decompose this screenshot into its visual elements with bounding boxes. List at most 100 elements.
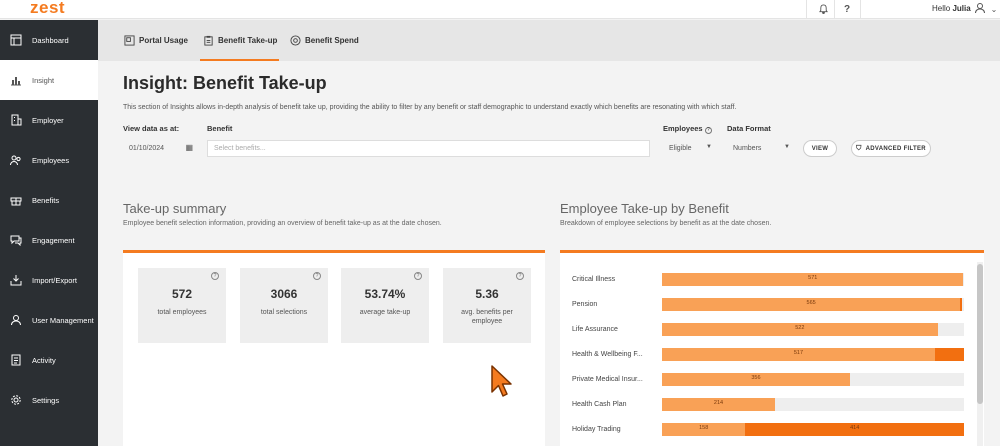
bar-value-label: 522 — [795, 325, 805, 331]
sidebar-item-insight[interactable]: Insight — [0, 60, 98, 100]
sidebar-item-import-export[interactable]: Import/Export — [0, 260, 98, 300]
bar-segment[interactable] — [934, 348, 964, 361]
filter-icon: ⛉ — [856, 144, 862, 152]
sidebar-item-activity[interactable]: Activity — [0, 340, 98, 380]
activity-icon — [10, 354, 22, 366]
bar-value-label: 571 — [808, 275, 818, 281]
people-icon — [10, 154, 22, 166]
sidebar: Dashboard Insight Employer Employees Ben… — [0, 20, 98, 446]
sidebar-item-benefits[interactable]: Benefits — [0, 180, 98, 220]
bar-category-label: Pension — [572, 301, 598, 308]
stat-value: 5.36 — [475, 287, 499, 301]
chat-icon — [10, 234, 22, 246]
date-field[interactable]: 01/10/2024 ▦ — [123, 140, 197, 157]
date-value: 01/10/2024 — [129, 145, 165, 152]
sidebar-item-label: Activity — [32, 355, 56, 365]
bar-segment[interactable]: 517 — [662, 348, 935, 361]
gear-icon — [10, 394, 22, 406]
zest-logo[interactable]: zest — [30, 0, 66, 17]
sidebar-item-dashboard[interactable]: Dashboard — [0, 20, 98, 60]
tab-label: Benefit Spend — [305, 36, 359, 45]
bar-segment[interactable]: 158 — [662, 423, 746, 436]
bar-category-label: Private Medical Insur... — [572, 376, 643, 383]
sidebar-item-label: Settings — [32, 395, 60, 405]
chart-icon — [10, 74, 22, 86]
stat-caption: total selections — [260, 309, 308, 316]
sidebar-item-settings[interactable]: Settings — [0, 380, 98, 420]
stat-caption: avg. benefits per employee — [461, 309, 513, 325]
bar-segment[interactable]: 565 — [662, 298, 961, 311]
bar-category-label: Health Cash Plan — [572, 401, 627, 408]
view-as-at-label: View data as at: — [123, 124, 180, 133]
bar-segment[interactable]: 522 — [662, 323, 938, 336]
tab-label: Benefit Take-up — [218, 36, 278, 45]
bar-track: 565 — [662, 298, 964, 311]
stat-value: 53.74% — [364, 287, 406, 301]
greeting: Hello Julia — [932, 4, 971, 13]
sidebar-item-label: Engagement — [32, 235, 75, 245]
benefit-placeholder: Select benefits... — [214, 145, 266, 152]
help-icon[interactable]: ? — [414, 272, 422, 280]
divider — [834, 0, 835, 19]
tab-portal-usage[interactable]: Portal Usage — [123, 20, 188, 61]
bar-track: 356 — [662, 373, 964, 386]
sidebar-item-label: Insight — [32, 75, 55, 85]
bar-segment[interactable]: 414 — [745, 423, 964, 436]
bar-value-label: 158 — [699, 425, 709, 431]
sidebar-item-engagement[interactable]: Engagement — [0, 220, 98, 260]
tab-label: Portal Usage — [139, 36, 188, 45]
dashboard-icon — [10, 34, 22, 46]
view-button[interactable]: VIEW — [803, 140, 837, 157]
sidebar-item-label: User Management — [32, 315, 94, 325]
user-icon[interactable] — [974, 2, 986, 17]
tab-benefit-spend[interactable]: Benefit Spend — [289, 20, 359, 61]
bar-track: 158 414 — [662, 423, 964, 436]
bar-segment[interactable]: 356 — [662, 373, 850, 386]
scrollbar-thumb[interactable] — [977, 264, 983, 404]
help-icon[interactable]: ? — [516, 272, 524, 280]
top-bar: zest ? Hello Julia ⌄ — [0, 0, 1000, 19]
sidebar-item-employees[interactable]: Employees — [0, 140, 98, 180]
help-icon[interactable]: ? — [211, 272, 219, 280]
sidebar-item-label: Employees — [32, 155, 70, 165]
tab-benefit-take-up[interactable]: Benefit Take-up — [200, 20, 280, 61]
tab-bar: Portal Usage Benefit Take-up Benefit Spe… — [98, 20, 1000, 61]
clipboard-icon — [202, 35, 214, 47]
help-icon[interactable]: ? — [313, 272, 321, 280]
bar-category-label: Critical Illness — [572, 276, 616, 283]
bar-value-label: 414 — [850, 425, 860, 431]
chevron-down-icon[interactable]: ⌄ — [990, 4, 998, 14]
advanced-filter-button[interactable]: ⛉ ADVANCED FILTER — [851, 140, 931, 157]
bar-track: 517 — [662, 348, 964, 361]
help-icon[interactable]: ? — [704, 127, 712, 134]
breakdown-title: Employee Take-up by Benefit — [560, 201, 729, 216]
calendar-icon[interactable]: ▦ — [185, 143, 193, 152]
divider — [860, 0, 861, 19]
bar-segment[interactable]: 214 — [662, 398, 775, 411]
bell-icon[interactable] — [815, 2, 831, 16]
bar-segment[interactable]: 571 — [662, 273, 964, 286]
sidebar-item-label: Dashboard — [32, 35, 69, 45]
benefit-select[interactable]: Select benefits... — [207, 140, 650, 157]
greeting-prefix: Hello — [932, 4, 951, 13]
stat-card-avg-benefits: ? 5.36 avg. benefits per employee — [443, 268, 531, 343]
user-name[interactable]: Julia — [952, 4, 971, 13]
bar-value-label: 565 — [806, 300, 816, 306]
bar-track: 522 — [662, 323, 964, 336]
bar-category-label: Health & Wellbeing F... — [572, 351, 643, 358]
data-format-value: Numbers — [733, 145, 762, 152]
benefit-label: Benefit — [207, 124, 233, 133]
sidebar-item-label: Benefits — [32, 195, 60, 205]
help-icon[interactable]: ? — [843, 3, 851, 15]
sidebar-item-employer[interactable]: Employer — [0, 100, 98, 140]
page-title: Insight: Benefit Take-up — [123, 73, 327, 93]
employees-value: Eligible — [669, 145, 692, 152]
stat-card-total-employees: ? 572 total employees — [138, 268, 226, 343]
bar-segment[interactable] — [960, 298, 963, 311]
summary-description: Employee benefit selection information, … — [123, 220, 442, 227]
employees-dropdown[interactable]: Eligible ▼ — [663, 140, 715, 157]
sidebar-item-user-management[interactable]: User Management — [0, 300, 98, 340]
dropdown-arrow-icon: ▼ — [784, 144, 790, 150]
user-icon — [10, 314, 22, 326]
data-format-dropdown[interactable]: Numbers ▼ — [727, 140, 793, 157]
